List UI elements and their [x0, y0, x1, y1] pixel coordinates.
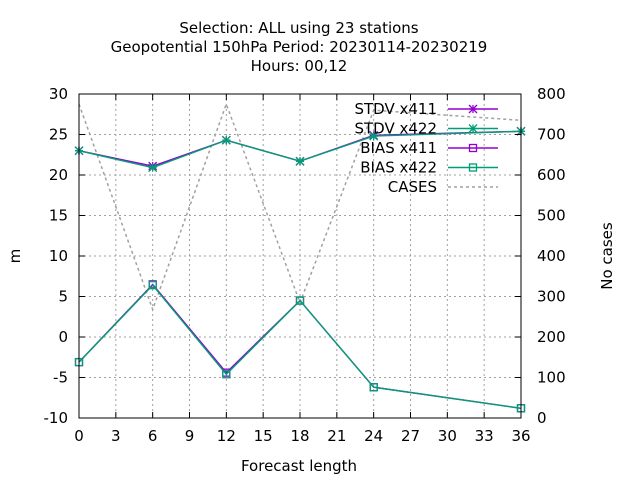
data-point	[369, 383, 378, 392]
y-tick-label: 20	[49, 166, 68, 184]
legend-marker	[468, 124, 478, 133]
y2-tick-label: 600	[537, 166, 566, 184]
legend-label: STDV x411	[354, 100, 437, 118]
y-tick-label: 15	[49, 207, 68, 225]
grid	[79, 94, 521, 418]
x-tick-label: 6	[148, 427, 158, 445]
legend-item-stdv-x422: STDV x422	[354, 120, 498, 138]
x-tick-label: 9	[185, 427, 195, 445]
y-tick-label: 0	[58, 328, 68, 346]
legend-label: STDV x422	[354, 120, 437, 138]
y2-tick-label: 300	[537, 288, 566, 306]
data-point	[369, 131, 379, 141]
x-tick-label: 3	[111, 427, 121, 445]
x-tick-label: 21	[327, 427, 346, 445]
y-tick-label: 5	[58, 288, 68, 306]
x-tick-label: 12	[217, 427, 236, 445]
x-axis-label: Forecast length	[241, 457, 357, 475]
chart-title: Selection: ALL using 23 stations Geopote…	[111, 19, 488, 75]
x-tick-label: 33	[475, 427, 494, 445]
data-point	[148, 281, 157, 290]
y2-tick-label: 500	[537, 207, 566, 225]
y2-axis-label: No cases	[598, 222, 616, 290]
data-point	[222, 370, 231, 379]
data-point	[295, 296, 305, 305]
legend-item-cases: CASES	[388, 178, 498, 196]
y-tick-label: 10	[49, 247, 68, 265]
y2-tick-label: 400	[537, 247, 566, 265]
x-tick-label: 30	[438, 427, 457, 445]
data-point	[148, 163, 158, 173]
y-tick-label: -10	[44, 409, 69, 427]
y2-tick-label: 0	[537, 409, 547, 427]
y-axis: -10 -5 0 5 10 15 20 25 30	[44, 85, 85, 427]
x-tick-label: 18	[290, 427, 309, 445]
x-tick-label: 27	[401, 427, 420, 445]
series-cases	[78, 101, 522, 312]
legend-marker	[468, 163, 478, 172]
legend-label: CASES	[388, 178, 437, 196]
series-line	[78, 284, 522, 409]
x-axis: 0 3 6 9 12 15 18 21 24 27 30 33 36	[74, 94, 531, 445]
y2-tick-label: 100	[537, 369, 566, 387]
legend-label: BIAS x422	[360, 159, 437, 177]
y2-tick-label: 200	[537, 328, 566, 346]
x-tick-label: 24	[364, 427, 383, 445]
y2-tick-label: 700	[537, 126, 566, 144]
y-axis-label: m	[6, 249, 24, 264]
legend-item-bias-x411: BIAS x411	[360, 139, 498, 157]
legend-label: BIAS x411	[360, 139, 437, 157]
series-line	[78, 101, 522, 312]
x-tick-label: 15	[254, 427, 273, 445]
legend-item-stdv-x411: STDV x411	[354, 100, 498, 118]
series-line	[78, 130, 522, 169]
data-point	[221, 135, 231, 145]
y2-tick-label: 800	[537, 85, 566, 103]
title-line-3: Hours: 00,12	[251, 57, 348, 75]
legend-marker	[468, 143, 478, 153]
y-tick-label: 25	[49, 126, 68, 144]
title-line-1: Selection: ALL using 23 stations	[179, 19, 418, 37]
x-tick-label: 0	[74, 427, 84, 445]
data-point	[295, 156, 305, 166]
legend-item-bias-x422: BIAS x422	[360, 159, 498, 177]
y2-axis: 0 100 200 300 400 500 600 700 800	[515, 85, 566, 427]
y-tick-label: 30	[49, 85, 68, 103]
series-bias-x422	[74, 281, 526, 413]
y-tick-label: -5	[53, 369, 68, 387]
title-line-2: Geopotential 150hPa Period: 20230114-202…	[111, 38, 488, 56]
x-tick-label: 36	[511, 427, 530, 445]
legend-marker	[468, 104, 478, 114]
series-layer	[74, 101, 526, 413]
